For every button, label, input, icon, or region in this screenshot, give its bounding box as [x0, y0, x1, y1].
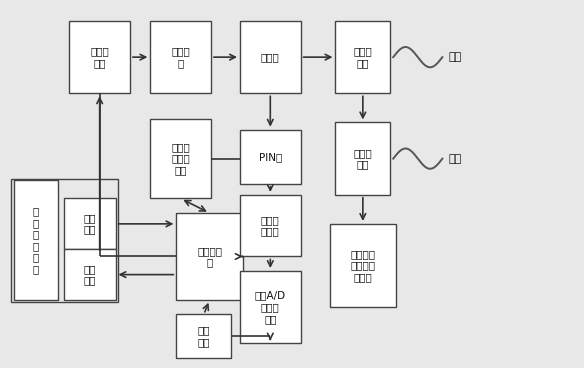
Bar: [240, 130, 301, 184]
Text: 输入
单元: 输入 单元: [84, 213, 96, 235]
Bar: [335, 21, 390, 93]
Bar: [240, 271, 301, 343]
Text: 现场可
编程门
阵列: 现场可 编程门 阵列: [171, 142, 190, 175]
Text: 第二连
接器: 第二连 接器: [353, 148, 372, 169]
Text: 信号对
数放大: 信号对 数放大: [261, 215, 280, 237]
Text: 输出
单元: 输出 单元: [84, 264, 96, 286]
Bar: [176, 315, 231, 358]
Text: 第一连
接器: 第一连 接器: [353, 46, 372, 68]
Bar: [12, 178, 119, 302]
Text: 光缆可视
故障定位
仪光源: 光缆可视 故障定位 仪光源: [350, 249, 376, 282]
Text: 人
机
交
互
模
块: 人 机 交 互 模 块: [33, 206, 39, 274]
Bar: [150, 21, 211, 93]
Text: 高速A/D
采集及
处理: 高速A/D 采集及 处理: [255, 291, 286, 324]
Bar: [150, 119, 211, 198]
Bar: [329, 224, 396, 307]
Text: 中央处理
器: 中央处理 器: [197, 246, 222, 267]
Text: PIN管: PIN管: [259, 152, 282, 162]
Text: 光纤: 光纤: [448, 52, 461, 62]
Text: 耦合器: 耦合器: [261, 52, 280, 62]
Bar: [240, 195, 301, 256]
Text: 电源
模块: 电源 模块: [197, 325, 210, 347]
Text: 光纤: 光纤: [448, 153, 461, 164]
Bar: [15, 180, 58, 300]
Text: 脉冲发
生器: 脉冲发 生器: [91, 46, 109, 68]
Text: 光电转
换: 光电转 换: [171, 46, 190, 68]
Bar: [240, 21, 301, 93]
Bar: [69, 21, 130, 93]
Bar: [64, 249, 116, 300]
Bar: [176, 213, 243, 300]
Bar: [64, 198, 116, 249]
Bar: [335, 123, 390, 195]
